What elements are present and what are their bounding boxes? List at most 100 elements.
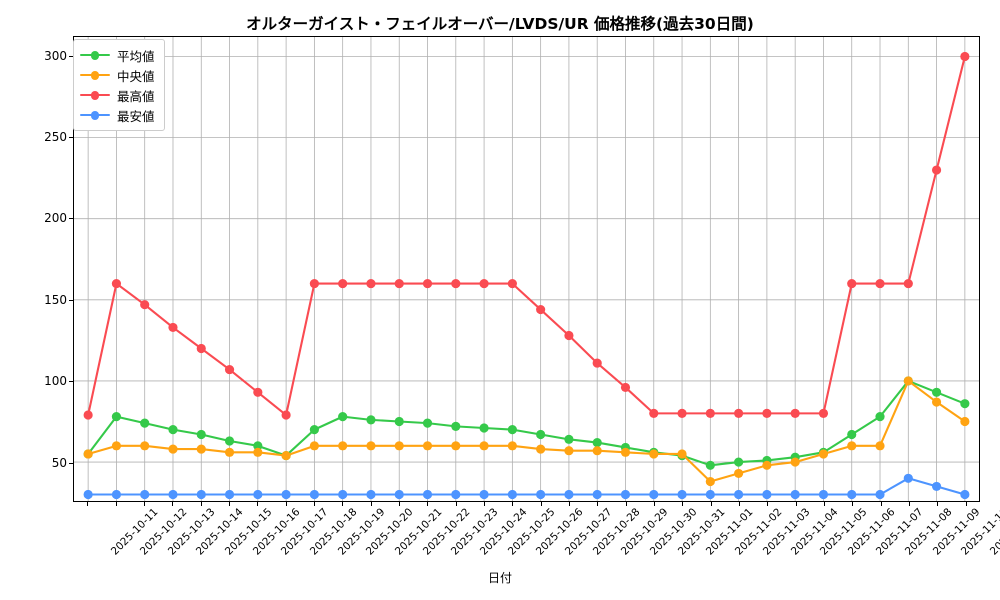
- data-point-marker: [281, 489, 291, 500]
- data-point-marker: [649, 408, 659, 418]
- data-point-marker: [705, 489, 715, 500]
- data-point-marker: [281, 410, 291, 420]
- data-point-marker: [564, 489, 574, 500]
- legend-item-1[interactable]: 平均値: [80, 45, 155, 65]
- data-point-marker: [734, 489, 744, 500]
- x-tick-mark: [512, 502, 514, 506]
- data-point-marker: [564, 446, 574, 456]
- data-point-marker: [705, 460, 715, 470]
- y-tick-label: 50: [51, 455, 67, 470]
- data-point-marker: [960, 399, 970, 409]
- y-tick-label: 250: [44, 130, 67, 145]
- y-tick-mark: [69, 462, 73, 464]
- data-point-marker: [705, 408, 715, 418]
- x-axis-label: 日付: [487, 571, 512, 585]
- data-point-marker: [224, 365, 235, 375]
- legend-dot-icon: [91, 111, 100, 120]
- x-tick-mark: [597, 502, 599, 506]
- data-point-marker: [168, 489, 178, 500]
- data-point-marker: [309, 279, 319, 289]
- legend-item-2[interactable]: 中央値: [80, 65, 155, 85]
- data-point-marker: [451, 279, 461, 289]
- data-point-marker: [564, 434, 574, 444]
- data-point-marker: [111, 441, 122, 451]
- y-tick-label: 300: [44, 48, 67, 63]
- data-point-marker: [847, 279, 857, 289]
- data-point-marker: [790, 457, 800, 467]
- data-point-marker: [507, 425, 517, 435]
- data-point-marker: [931, 481, 942, 491]
- legend-item-3[interactable]: 最高値: [80, 85, 155, 105]
- data-point-marker: [140, 441, 150, 451]
- legend-item-4[interactable]: 最安値: [80, 105, 155, 125]
- data-point-marker: [620, 382, 631, 393]
- data-point-marker: [83, 410, 93, 420]
- y-tick-label: 100: [44, 374, 67, 389]
- data-point-marker: [592, 489, 602, 500]
- data-point-marker: [479, 441, 489, 451]
- data-point-marker: [111, 412, 122, 422]
- legend-marker-icon: [80, 88, 110, 102]
- data-point-marker: [366, 279, 376, 289]
- x-tick-mark: [880, 502, 882, 506]
- x-tick-mark: [313, 502, 315, 506]
- x-tick-mark: [455, 502, 457, 506]
- legend-label: 平均値: [117, 48, 155, 64]
- x-axis-tick-labels: 2025-10-11 2025-10-12 2025-10-13 2025-10-14…: [73, 502, 1000, 576]
- x-tick-mark: [87, 502, 89, 506]
- y-tick-mark: [69, 381, 73, 383]
- data-point-marker: [394, 279, 404, 289]
- data-point-marker: [620, 447, 631, 457]
- data-point-marker: [931, 387, 942, 397]
- data-point-marker: [931, 397, 942, 407]
- data-point-marker: [677, 408, 687, 418]
- data-point-marker: [83, 449, 93, 459]
- data-point-marker: [536, 489, 546, 500]
- x-tick-mark: [767, 502, 769, 506]
- y-tick-mark: [69, 218, 73, 220]
- legend-label: 最安値: [117, 108, 155, 124]
- series-line: [87, 477, 966, 496]
- data-point-marker: [422, 418, 433, 428]
- y-tick-label: 150: [44, 292, 67, 307]
- data-point-marker: [592, 446, 602, 456]
- legend-label: 中央値: [117, 68, 155, 84]
- legend-marker-icon: [80, 108, 110, 122]
- y-tick-mark: [69, 55, 73, 57]
- data-point-marker: [931, 165, 942, 175]
- data-point-marker: [253, 447, 263, 457]
- data-point-marker: [451, 489, 461, 500]
- data-point-marker: [451, 441, 461, 451]
- data-point-marker: [536, 444, 546, 454]
- x-tick-mark: [228, 502, 230, 506]
- data-point-marker: [338, 412, 348, 422]
- data-point-marker: [592, 438, 602, 448]
- data-point-marker: [960, 489, 970, 500]
- x-tick-mark: [909, 502, 911, 506]
- data-point-marker: [309, 441, 319, 451]
- data-point-marker: [168, 322, 178, 332]
- data-point-marker: [338, 441, 348, 451]
- y-axis-tick-labels: 50 100 150 200 250 300: [0, 36, 1000, 502]
- x-tick-mark: [398, 502, 400, 506]
- x-tick-mark: [965, 502, 967, 506]
- y-tick-label: 200: [44, 211, 67, 226]
- data-point-marker: [394, 441, 404, 451]
- x-tick-mark: [739, 502, 741, 506]
- series-3: [83, 51, 970, 420]
- data-point-marker: [451, 421, 461, 431]
- legend-dot-icon: [91, 91, 100, 100]
- data-point-marker: [366, 489, 376, 500]
- data-point-marker: [479, 423, 489, 433]
- data-point-marker: [394, 489, 404, 500]
- data-point-marker: [309, 489, 319, 500]
- data-point-marker: [281, 450, 291, 461]
- legend-label: 最高値: [117, 88, 155, 104]
- legend-dot-icon: [91, 51, 100, 60]
- data-point-marker: [196, 489, 206, 500]
- x-tick-mark: [257, 502, 259, 506]
- data-point-marker: [479, 279, 489, 289]
- data-point-marker: [790, 408, 800, 418]
- x-tick-mark: [852, 502, 854, 506]
- data-point-marker: [140, 489, 150, 500]
